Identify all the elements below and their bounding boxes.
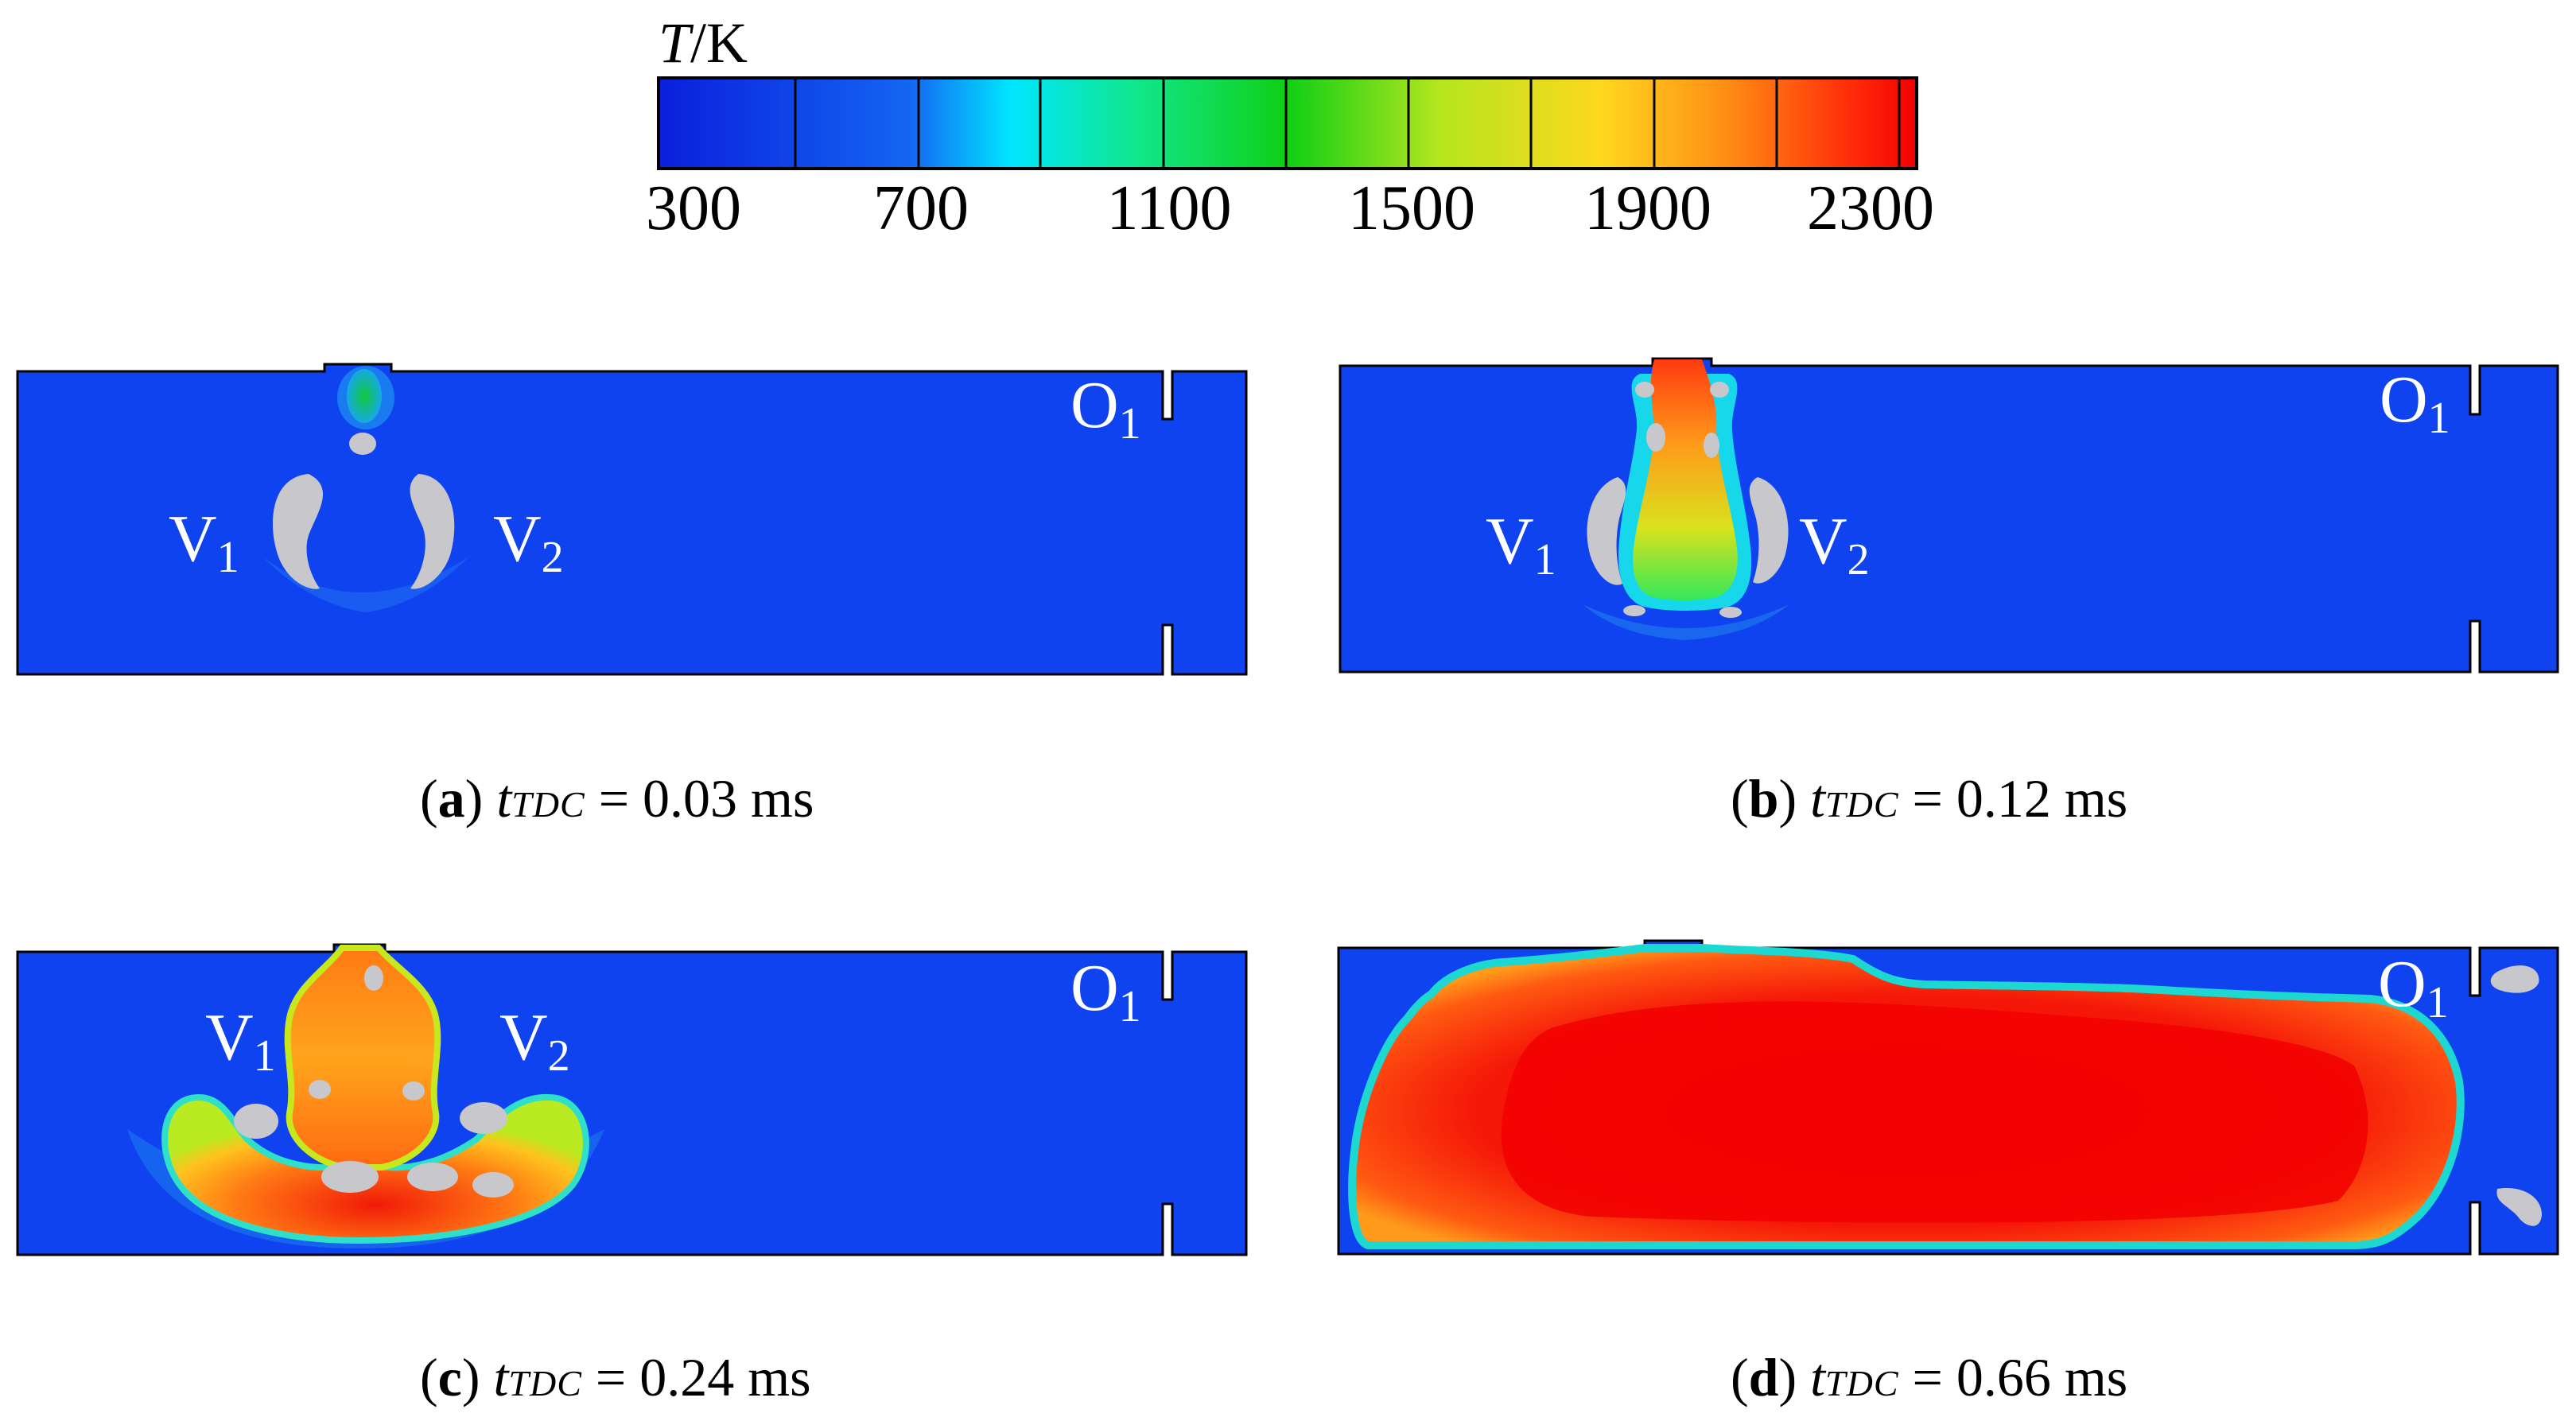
fuel-droplet (402, 1081, 425, 1101)
caption-b: (b) tTDC = 0.12 ms (1731, 768, 2128, 829)
colorbar-dividers (794, 78, 1901, 169)
fuel-droplet (472, 1172, 514, 1198)
caption-label: d (1748, 1347, 1779, 1407)
colorbar: T/K 300 700 1100 1500 1900 2300 (646, 11, 1934, 243)
fuel-droplet (1646, 423, 1665, 452)
flame-core (1501, 1001, 2368, 1223)
caption-time-var: t (496, 768, 512, 829)
caption-value: = 0.12 ms (1912, 768, 2128, 829)
colorbar-tick-label: 1500 (1348, 173, 1475, 243)
label-o1: O1 (2380, 363, 2450, 443)
caption-label: a (437, 768, 465, 829)
colorbar-gradient (657, 76, 1918, 170)
fuel-cloud-v1 (272, 474, 324, 589)
caption-value: = 0.66 ms (1912, 1347, 2128, 1407)
caption-value: = 0.24 ms (595, 1347, 811, 1407)
panel-a-contour: V1 V2 O1 (16, 363, 1248, 676)
fuel-droplet (234, 1104, 278, 1139)
fuel-droplet (364, 965, 383, 991)
fuel-droplet (321, 1161, 379, 1193)
label-o1: O1 (1070, 368, 1141, 448)
label-v2: V2 (493, 502, 564, 582)
colorbar-title-variable: T (659, 11, 694, 75)
fuel-droplet (349, 433, 376, 455)
panel-b-contour: V1 V2 O1 (1339, 357, 2559, 674)
colorbar-title-unit: /K (690, 11, 748, 75)
label-v1: V1 (169, 502, 239, 582)
fuel-droplet (460, 1102, 507, 1134)
caption-label: c (437, 1347, 462, 1407)
label-v2: V2 (1799, 504, 1870, 584)
warm-halo (1583, 604, 1789, 640)
fuel-cloud (2490, 965, 2539, 993)
fuel-droplet (1635, 382, 1654, 398)
label-v1: V1 (205, 1000, 276, 1081)
label-o1: O1 (2378, 947, 2449, 1027)
flame-stem (284, 945, 441, 1171)
caption-d: (d) tTDC = 0.66 ms (1731, 1347, 2128, 1407)
caption-time-var: t (1810, 1347, 1826, 1407)
caption-a: (a) tTDC = 0.03 ms (420, 768, 814, 829)
fuel-droplet (1623, 605, 1645, 616)
fuel-droplet (407, 1163, 458, 1191)
fuel-droplet (1719, 607, 1742, 618)
fuel-cloud (2496, 1187, 2542, 1226)
caption-c: (c) tTDC = 0.24 ms (420, 1347, 811, 1407)
colorbar-tick-label: 700 (873, 173, 969, 243)
label-o1: O1 (1070, 951, 1141, 1031)
caption-time-sub: TDC (1825, 784, 1899, 825)
colorbar-tick-label: 2300 (1807, 173, 1934, 243)
caption-time-sub: TDC (508, 1363, 582, 1404)
fuel-droplet (1704, 433, 1719, 458)
hot-plume-core (1633, 359, 1738, 600)
label-v2: V2 (499, 1000, 570, 1081)
fuel-cloud-v2 (410, 474, 455, 589)
colorbar-title: T/K (659, 11, 748, 75)
panel-d-contour: O1 (1337, 939, 2559, 1256)
colorbar-tick-label: 1100 (1106, 173, 1231, 243)
panel-c-contour: V1 V2 O1 (16, 943, 1248, 1256)
caption-time-var: t (1810, 768, 1826, 829)
caption-time-var: t (493, 1347, 509, 1407)
caption-label: b (1748, 768, 1779, 829)
fuel-cloud-v2 (1749, 477, 1789, 584)
label-v1: V1 (1486, 504, 1556, 584)
fuel-cloud-v1 (1587, 477, 1626, 585)
fuel-droplet (1710, 382, 1729, 398)
caption-time-sub: TDC (511, 784, 585, 825)
caption-value: = 0.03 ms (598, 768, 814, 829)
caption-time-sub: TDC (1825, 1363, 1899, 1404)
colorbar-tick-label: 1900 (1584, 173, 1712, 243)
colorbar-tick-label: 300 (646, 173, 741, 243)
fuel-droplet (309, 1080, 331, 1099)
hot-kernel (347, 369, 382, 423)
